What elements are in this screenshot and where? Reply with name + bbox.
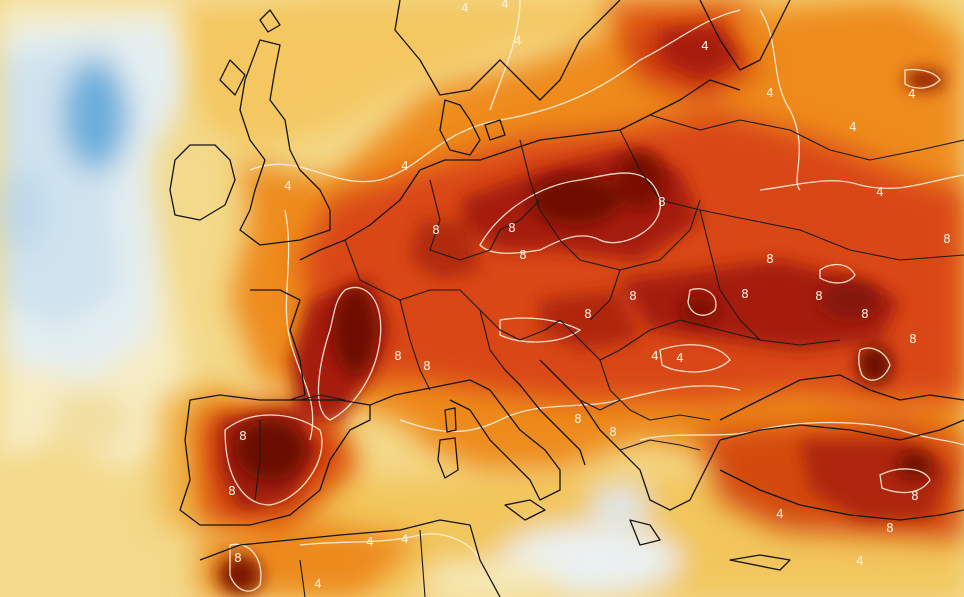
coast-great-britain (239, 39, 331, 246)
contour-label: 4 (676, 351, 684, 365)
coastlines (169, 0, 964, 597)
coast-sicily (504, 499, 546, 521)
contour-label: 8 (943, 232, 951, 246)
coast-turkey (719, 419, 964, 441)
contour-label: 8 (766, 252, 774, 266)
contour-label: 4 (856, 554, 864, 568)
coast-italy-east (504, 369, 586, 466)
contour-label: 4 (701, 39, 709, 53)
contour-label: 4 (284, 179, 292, 193)
coast-mediterranean-north (369, 379, 561, 501)
contour-label: 4 (776, 507, 784, 521)
coast-ireland (169, 144, 236, 221)
coast-scandinavia (394, 0, 621, 101)
contour-label: 4 (514, 34, 522, 48)
contour-label: 8 (861, 307, 869, 321)
atlantic-cool-field (0, 0, 300, 470)
contour-label: 4 (461, 1, 469, 15)
coast-france-west (250, 289, 306, 401)
coast-north-africa (199, 519, 501, 597)
contour-label: 4 (651, 349, 659, 363)
coast-north-europe (299, 79, 741, 261)
contour-label: 8 (886, 521, 894, 535)
contour-label: 8 (911, 489, 919, 503)
contour-label: 8 (519, 248, 527, 262)
contour-label: 4 (849, 120, 857, 134)
contour-label: 4 (766, 86, 774, 100)
contour-label: 4 (401, 532, 409, 546)
contour-label: 4 (401, 159, 409, 173)
contour-label: 4 (366, 535, 374, 549)
contour-label: 4 (501, 0, 509, 11)
contour-label: 8 (423, 359, 431, 373)
contour-label: 8 (609, 425, 617, 439)
contour-label: 4 (314, 577, 322, 591)
contour-labels: 4 4 4 4 4 4 4 4 4 4 4 4 4 4 4 4 4 8 8 8 … (228, 0, 951, 591)
contour-label: 8 (432, 223, 440, 237)
dark-red-hotspots (218, 70, 945, 595)
contour-label: 8 (228, 484, 236, 498)
contour-label: 8 (508, 221, 516, 235)
contour-label: 8 (574, 412, 582, 426)
contour-label: 8 (239, 429, 247, 443)
coast-denmark (439, 99, 481, 156)
coast-sardinia (437, 437, 459, 479)
contour-label: 4 (876, 185, 884, 199)
country-borders (254, 114, 964, 597)
contour-label: 8 (741, 287, 749, 301)
contour-label: 8 (658, 195, 666, 209)
coast-corsica (444, 407, 457, 433)
contour-label: 8 (909, 332, 917, 346)
contour-label: 8 (584, 307, 592, 321)
coast-iberia (179, 394, 371, 526)
coast-black-sea-north (719, 374, 964, 421)
contour-label: 8 (815, 289, 823, 303)
contour-label: 8 (234, 551, 242, 565)
contour-label: 8 (394, 349, 402, 363)
contour-label: 4 (908, 87, 916, 101)
contour-label: 8 (629, 289, 637, 303)
